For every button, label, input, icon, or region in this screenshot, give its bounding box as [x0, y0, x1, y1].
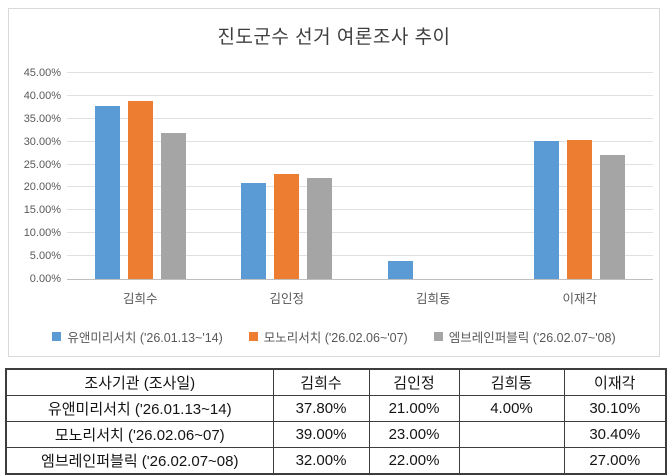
table-cell: 4.00% — [458, 395, 565, 422]
bar — [534, 141, 560, 279]
y-axis-tick-label: 25.00% — [23, 158, 61, 171]
table-header-cell: 김희수 — [272, 368, 370, 396]
table-cell: 22.00% — [368, 447, 460, 475]
y-axis-tick-label: 40.00% — [23, 89, 61, 102]
bar — [94, 106, 120, 279]
table-header-cell: 김인정 — [368, 368, 460, 396]
legend-label: 엠브레인퍼블릭 ('26.02.07~'08) — [448, 330, 616, 345]
bar — [160, 132, 186, 279]
plot-area — [67, 72, 653, 280]
table-body: 유앤미리서치 ('26.01.13~14) 37.80% 21.00% 4.00% 30… — [5, 395, 667, 475]
gridline — [67, 186, 653, 188]
y-axis-tick-label: 30.00% — [23, 135, 61, 148]
table-row: 모노리서치 ('26.02.06~07) 39.00% 23.00% 30.40% — [5, 421, 667, 448]
gridline — [67, 163, 653, 165]
table-cell: 27.00% — [563, 447, 667, 475]
bar — [387, 260, 413, 279]
gridline — [67, 279, 653, 280]
y-axis-tick-label: 45.00% — [23, 67, 61, 79]
gridline — [67, 72, 653, 73]
category-label: 이재각 — [562, 292, 597, 306]
legend-swatch — [52, 331, 62, 341]
chart-legend: 유앤미리서치 ('26.01.13~'14) 모노리서치 ('26.02.06~'… — [9, 326, 659, 346]
legend-item: 유앤미리서치 ('26.01.13~'14) — [52, 327, 223, 346]
table-row: 엠브레인퍼블릭 ('26.02.07~08) 32.00% 22.00% 27.00% — [5, 447, 667, 475]
bar — [567, 139, 593, 279]
gridline — [67, 232, 653, 234]
gridline — [67, 117, 653, 119]
table-cell: 39.00% — [272, 421, 370, 448]
legend-swatch — [248, 331, 258, 341]
gridline — [67, 140, 653, 142]
y-axis-tick-label: 15.00% — [23, 204, 61, 217]
table-header-cell: 조사기관 (조사일) — [5, 368, 274, 396]
table-cell: 37.80% — [272, 395, 370, 422]
table-cell: 32.00% — [272, 447, 370, 475]
category-label: 김희동 — [415, 292, 451, 306]
table-cell: 모노리서치 ('26.02.06~07) — [5, 421, 274, 448]
table-cell: 엠브레인퍼블릭 ('26.02.07~08) — [5, 447, 274, 475]
table-cell: 유앤미리서치 ('26.01.13~14) — [5, 395, 274, 422]
table-row: 유앤미리서치 ('26.01.13~14) 37.80% 21.00% 4.00% 30… — [5, 395, 667, 422]
table-cell: 30.40% — [563, 421, 667, 448]
table-header-cell: 김희동 — [458, 368, 565, 396]
table-cell — [458, 421, 565, 448]
table-header-row: 조사기관 (조사일) 김희수 김인정 김희동 이재각 — [5, 368, 667, 396]
y-axis-tick-label: 35.00% — [23, 112, 61, 125]
legend-item: 모노리서치 ('26.02.06~'07) — [248, 327, 408, 346]
category-label: 김인정 — [269, 292, 304, 306]
table-cell — [458, 447, 565, 475]
table-cell: 21.00% — [368, 395, 460, 422]
bar — [600, 155, 626, 279]
gridline — [67, 255, 653, 257]
gridline — [67, 94, 653, 96]
category-label: 김희수 — [122, 292, 158, 306]
legend-swatch — [433, 331, 443, 341]
y-axis-tick-label: 20.00% — [23, 181, 61, 194]
bar — [307, 178, 333, 279]
legend-item: 엠브레인퍼블릭 ('26.02.07~'08) — [433, 327, 616, 346]
bar — [127, 100, 153, 279]
legend-label: 모노리서치 ('26.02.06~'07) — [263, 330, 408, 345]
y-axis-tick-label: 10.00% — [23, 227, 61, 240]
bar — [274, 173, 300, 279]
bar — [241, 182, 267, 279]
legend-label: 유앤미리서치 ('26.01.13~'14) — [67, 330, 223, 345]
chart-title: 진도군수 선거 여론조사 추이 — [217, 27, 451, 48]
y-axis-tick-label: 0.00% — [29, 273, 61, 285]
y-axis-tick-label: 5.00% — [29, 250, 61, 263]
table-cell: 23.00% — [368, 421, 460, 448]
poll-results-table: 조사기관 (조사일) 김희수 김인정 김희동 이재각 유앤미리서치 ('26.01.13… — [5, 368, 667, 475]
table-header-cell: 이재각 — [563, 368, 667, 396]
table-cell: 30.10% — [563, 395, 667, 422]
gridline — [67, 209, 653, 211]
poll-trend-chart: 진도군수 선거 여론조사 추이 유앤미리서치 ('26.01.13~'14) 모노… — [8, 8, 660, 357]
